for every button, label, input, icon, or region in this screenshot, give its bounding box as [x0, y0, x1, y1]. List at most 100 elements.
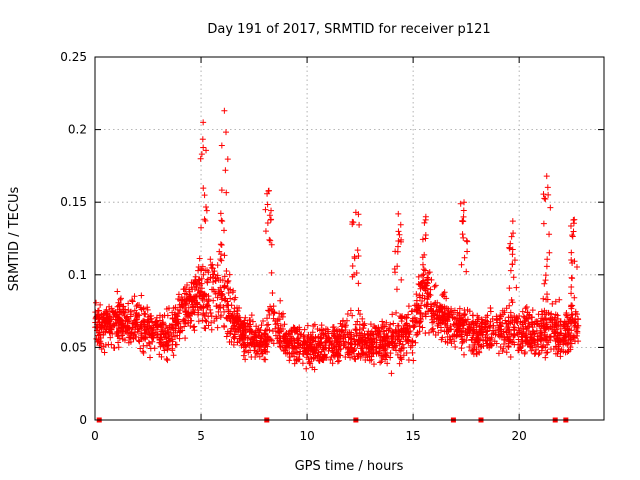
data-point [269, 328, 276, 335]
data-point [437, 327, 444, 334]
data-point [218, 241, 225, 248]
data-point [103, 321, 110, 328]
data-point [541, 307, 548, 314]
data-point [162, 330, 169, 337]
data-point [419, 324, 426, 331]
data-point [300, 332, 307, 339]
data-point [363, 339, 370, 346]
data-point [410, 324, 417, 331]
data-point [315, 340, 322, 347]
data-point [516, 313, 523, 320]
data-point [458, 328, 465, 335]
data-point [320, 353, 327, 360]
data-point [394, 243, 401, 250]
data-point [466, 344, 473, 351]
data-point [286, 357, 293, 364]
data-point [140, 349, 147, 356]
data-point [542, 195, 549, 202]
data-point [195, 318, 202, 325]
data-point [251, 336, 258, 343]
data-point [507, 240, 514, 247]
data-point [157, 336, 164, 343]
data-point [468, 337, 475, 344]
data-point [283, 329, 290, 336]
data-point [165, 332, 172, 339]
data-point [291, 329, 298, 336]
data-point [512, 317, 519, 324]
data-point [207, 306, 214, 313]
data-point [115, 325, 122, 332]
data-point [383, 353, 390, 360]
data-point [483, 340, 490, 347]
data-point [234, 310, 241, 317]
data-point [176, 335, 183, 342]
data-point [197, 267, 204, 274]
data-point [393, 342, 400, 349]
data-point [394, 322, 401, 329]
data-point [266, 308, 273, 315]
data-point [196, 255, 203, 262]
data-point [557, 325, 564, 332]
data-point [284, 335, 291, 342]
data-point [430, 301, 437, 308]
data-point [241, 326, 248, 333]
data-point [327, 356, 334, 363]
data-point [102, 317, 109, 324]
data-point [554, 350, 561, 357]
data-point [352, 321, 359, 328]
data-point [216, 289, 223, 296]
data-point [457, 321, 464, 328]
data-point [106, 329, 113, 336]
data-point [242, 334, 249, 341]
y-tick-label: 0.2 [68, 123, 87, 137]
data-point [449, 333, 456, 340]
data-point [331, 344, 338, 351]
data-point [246, 342, 253, 349]
y-tick-label: 0.1 [68, 268, 87, 282]
data-point [262, 206, 269, 213]
data-point [203, 303, 210, 310]
data-point [147, 354, 154, 361]
data-point [530, 331, 537, 338]
data-point [361, 320, 368, 327]
data-point [114, 303, 121, 310]
data-point [203, 147, 210, 154]
data-point [256, 329, 263, 336]
data-point [448, 340, 455, 347]
data-point [138, 323, 145, 330]
data-point [185, 319, 192, 326]
data-point [331, 353, 338, 360]
data-point [548, 310, 555, 317]
data-point [258, 333, 265, 340]
data-point [211, 317, 218, 324]
data-point [403, 320, 410, 327]
data-point [523, 303, 530, 310]
data-point [416, 305, 423, 312]
data-point [322, 325, 329, 332]
data-point [343, 317, 350, 324]
data-point [495, 331, 502, 338]
data-point [482, 323, 489, 330]
data-point [356, 337, 363, 344]
data-point [420, 277, 427, 284]
data-point [375, 350, 382, 357]
data-point [356, 221, 363, 228]
data-point [118, 324, 125, 331]
data-point [540, 295, 547, 302]
data-point [161, 347, 168, 354]
data-point [420, 271, 427, 278]
data-point [537, 330, 544, 337]
data-point [505, 324, 512, 331]
data-point [200, 119, 207, 126]
data-point [546, 333, 553, 340]
data-point [511, 257, 518, 264]
data-point [170, 352, 177, 359]
data-point [115, 299, 122, 306]
data-point [152, 320, 159, 327]
data-point [503, 329, 510, 336]
data-point [457, 200, 464, 207]
data-point [164, 346, 171, 353]
data-point [170, 305, 177, 312]
data-point [100, 329, 107, 336]
data-point [187, 310, 194, 317]
